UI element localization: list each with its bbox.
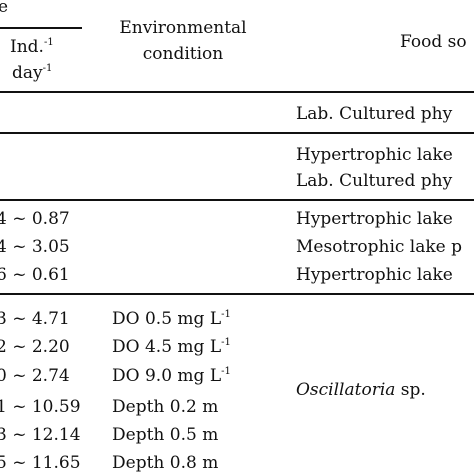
- food-cell: Lab. Cultured phy: [296, 171, 453, 191]
- food-cell: Mesotrophic lake p: [296, 237, 463, 257]
- rate-cell: 1 ~ 10.59: [0, 397, 81, 417]
- env-cell: Depth 0.5 m: [112, 425, 219, 445]
- food-cell: Hypertrophic lake: [296, 209, 453, 229]
- rate-header-fragment: e: [0, 0, 9, 17]
- rate-cell: 4 ~ 3.05: [0, 237, 70, 257]
- rate-cell: 0 ~ 2.74: [0, 366, 70, 386]
- env-cell: Depth 0.8 m: [112, 453, 219, 473]
- env-header-line2: condition: [142, 44, 224, 64]
- env-cell: DO 9.0 mg L-1: [112, 366, 231, 386]
- rate-cell: 2 ~ 2.20: [0, 337, 70, 357]
- group-food-cell: Oscillatoria sp.: [296, 380, 426, 400]
- env-header-line1: Environmental: [119, 18, 247, 38]
- env-cell: DO 4.5 mg L-1: [112, 337, 231, 357]
- section-rule: [0, 199, 474, 201]
- section-rule: [0, 132, 474, 134]
- rate-cell: 3 ~ 4.71: [0, 309, 70, 329]
- food-cell: Hypertrophic lake: [296, 265, 453, 285]
- unit-header-line1: Ind.-1: [10, 37, 54, 57]
- unit-header-line2: day-1: [12, 63, 53, 83]
- env-cell: DO 0.5 mg L-1: [112, 309, 231, 329]
- rate-cell: 5 ~ 11.65: [0, 453, 81, 473]
- section-rule: [0, 293, 474, 295]
- food-cell: Hypertrophic lake: [296, 145, 453, 165]
- env-cell: Depth 0.2 m: [112, 397, 219, 417]
- rate-cell: 4 ~ 0.87: [0, 209, 70, 229]
- food-header-fragment: Food so: [400, 32, 467, 52]
- food-cell: Lab. Cultured phy: [296, 104, 453, 124]
- rate-cell: 3 ~ 12.14: [0, 425, 81, 445]
- rate-header-rule: [0, 27, 82, 29]
- header-bottom-rule: [0, 91, 474, 93]
- rate-cell: 6 ~ 0.61: [0, 265, 70, 285]
